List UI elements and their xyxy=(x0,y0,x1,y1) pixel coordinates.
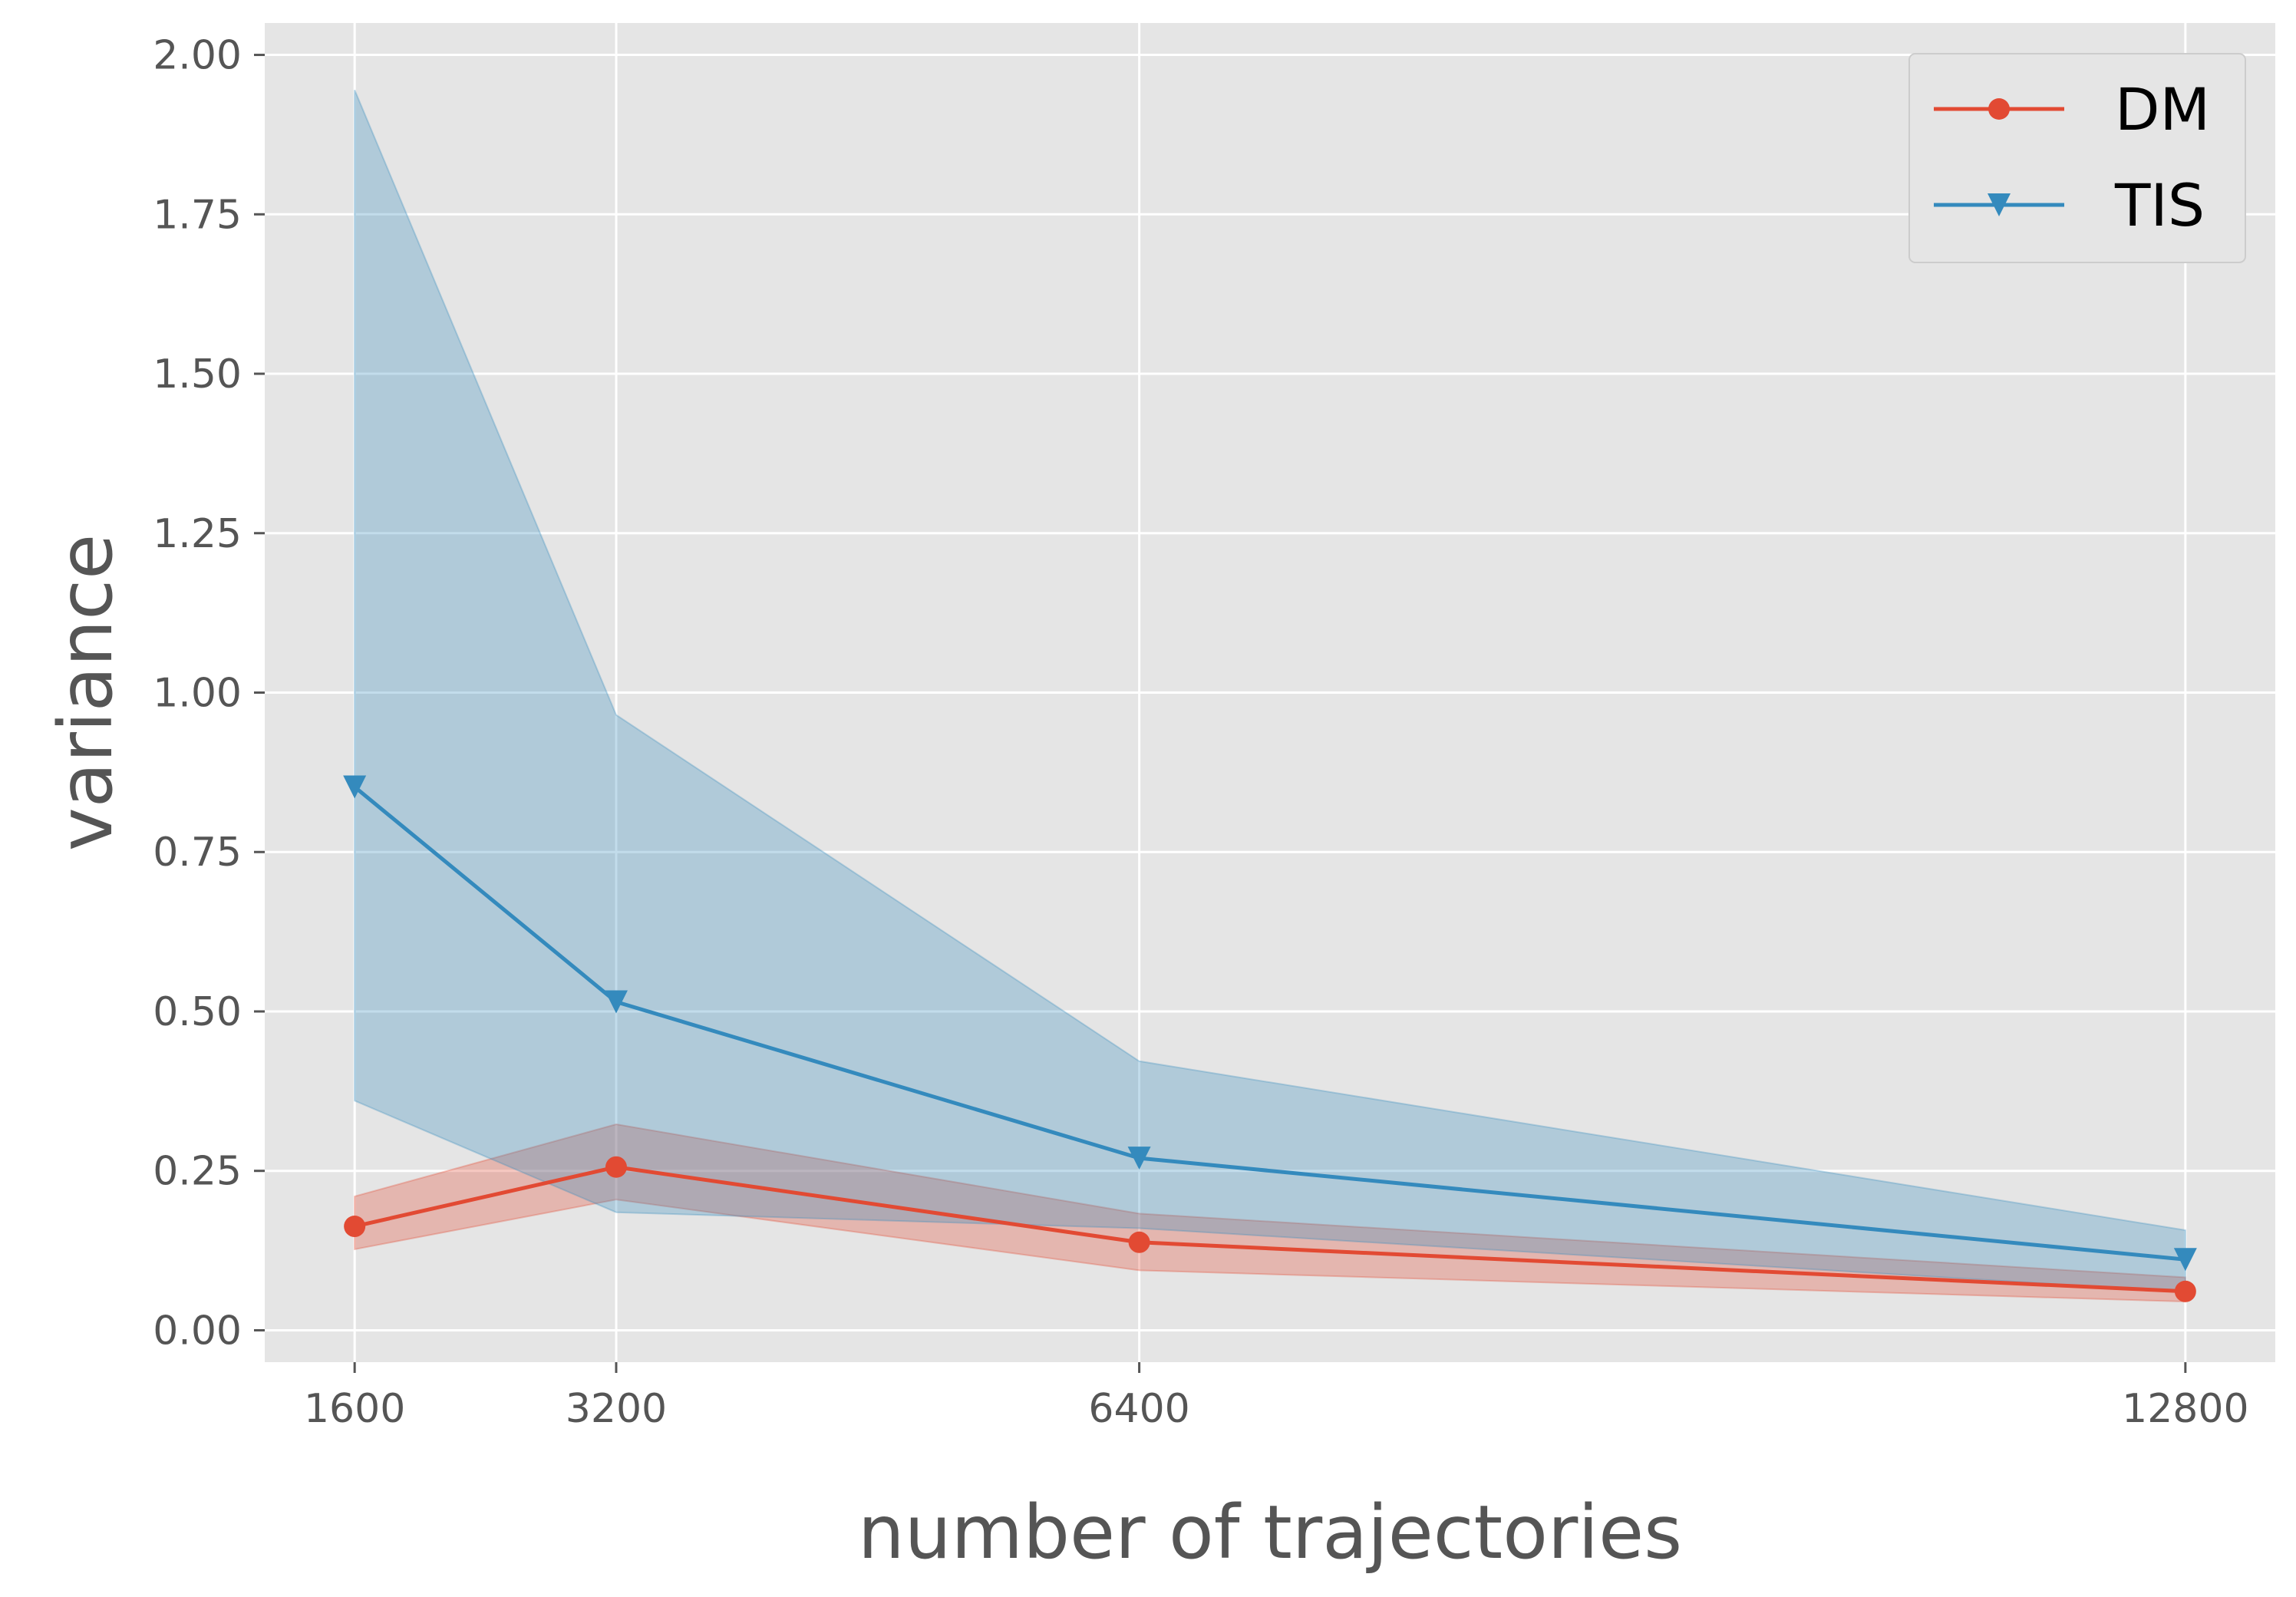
legend-entry-dm: DM xyxy=(1934,75,2210,144)
x-tick-label: 6400 xyxy=(1088,1386,1189,1432)
tis-series-line xyxy=(353,785,2186,1262)
dm-data-point xyxy=(344,1216,366,1238)
dm-data-point xyxy=(605,1156,627,1178)
data-markers xyxy=(343,775,2197,1302)
dm-data-point xyxy=(1128,1231,1150,1253)
x-axis-title: number of trajectories xyxy=(858,1490,1682,1576)
y-tick-label: 1.75 xyxy=(153,192,242,238)
tis-data-point xyxy=(1127,1147,1151,1170)
x-tick-label: 3200 xyxy=(566,1386,667,1432)
y-tick-label: 1.25 xyxy=(153,511,242,557)
y-tick-label: 0.00 xyxy=(153,1308,242,1354)
y-tick-label: 0.25 xyxy=(153,1149,242,1195)
y-axis-title: variance xyxy=(43,534,129,851)
y-tick-label: 1.50 xyxy=(153,351,242,398)
legend-label-dm: DM xyxy=(2115,75,2210,144)
y-tick-label: 2.00 xyxy=(153,33,242,79)
y-tick-label: 0.50 xyxy=(153,989,242,1035)
dm-series-line xyxy=(354,1165,2185,1294)
y-tick-label: 0.75 xyxy=(153,830,242,876)
legend-entry-tis: TIS xyxy=(1934,171,2205,239)
tis-data-point xyxy=(604,990,628,1014)
legend-marker-tis xyxy=(1988,193,2011,216)
legend-marker-dm xyxy=(1988,98,2010,120)
tis-data-point xyxy=(2173,1248,2197,1272)
axis-ticks: 0.00 0.25 0.50 0.75 1.00 1.25 1.50 1.75 2.00 1600… xyxy=(153,33,2248,1432)
y-tick-label: 1.00 xyxy=(153,671,242,717)
x-tick-label: 1600 xyxy=(304,1386,405,1432)
legend: DM TIS xyxy=(1908,53,2246,263)
dm-data-point xyxy=(2174,1280,2196,1302)
x-tick-label: 12800 xyxy=(2122,1386,2248,1432)
series-lines xyxy=(353,785,2186,1294)
legend-label-tis: TIS xyxy=(2114,171,2205,239)
tis-data-point xyxy=(343,775,367,799)
